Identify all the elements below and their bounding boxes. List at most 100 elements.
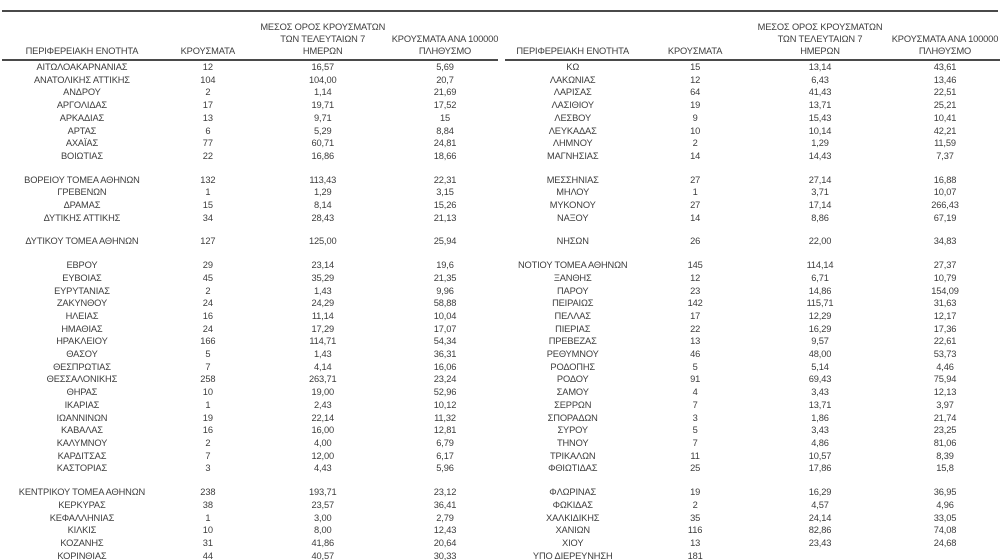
cases-cell: 64 [690,87,701,98]
per100k-column-header: ΚΡΟΥΣΜΑΤΑ ΑΝΑ 100000 ΠΛΗΘΥΣΜΟ [889,12,1000,61]
per100k-cell: 53,73 [933,349,957,360]
table-row: ΑΡΤΑΣ 6 5,29 8,84 [2,125,498,138]
avg7-cell: 1,14 [313,87,332,98]
cases-cell: 12 [202,62,213,72]
region-cell: ΛΑΡΙΣΑΣ [553,87,592,98]
table-header: ΠΕΡΙΦΕΡΕΙΑΚΗ ΕΝΟΤΗΤΑ ΚΡΟΥΣΜΑΤΑ ΜΕΣΟΣ ΟΡΟΣ … [505,12,1000,61]
per100k-cell: 24,81 [433,138,457,149]
region-cell: ΘΕΣΠΡΩΤΙΑΣ [53,361,111,372]
avg7-cell: 14,43 [808,150,832,161]
cases-cell: 116 [687,525,703,536]
cases-table-right: ΠΕΡΙΦΕΡΕΙΑΚΗ ΕΝΟΤΗΤΑ ΚΡΟΥΣΜΑΤΑ ΜΕΣΟΣ ΟΡΟΣ … [505,12,1000,560]
avg7-cell: 104,00 [308,74,337,85]
per100k-cell: 17,52 [433,100,457,111]
avg7-cell: 11,14 [311,310,334,321]
region-cell: ΜΕΣΣΗΝΙΑΣ [546,174,599,185]
table-row: ΣΥΡΟΥ 5 3,43 23,25 [505,424,1000,437]
per100k-cell: 16,88 [933,174,957,185]
per100k-cell: 9,96 [436,285,454,296]
cases-table-left: ΠΕΡΙΦΕΡΕΙΑΚΗ ΕΝΟΤΗΤΑ ΚΡΟΥΣΜΑΤΑ ΜΕΣΟΣ ΟΡΟΣ … [2,12,498,560]
per100k-cell: 25,21 [933,100,957,111]
cases-cell: 24 [202,323,213,334]
avg7-cell: 2,43 [313,399,332,410]
per100k-cell: 266,43 [931,200,959,211]
avg7-cell: 8,14 [313,200,332,211]
region-cell: ΚΑΡΔΙΤΣΑΣ [57,450,107,461]
section-gap [505,163,1000,174]
avg7-cell: 1,86 [811,412,829,423]
per100k-cell: 23,24 [433,374,457,385]
avg7-cell: 28,43 [311,212,334,223]
avg7-column-header: ΜΕΣΟΣ ΟΡΟΣ ΚΡΟΥΣΜΑΤΩΝ ΤΩΝ ΤΕΛΕΥΤΑΙΩΝ 7 ΗΜΕ… [253,12,392,61]
region-cell: ΧΙΟΥ [562,537,584,548]
avg7-cell: 5,29 [313,125,332,136]
avg7-cell: 114,14 [806,260,834,271]
cases-cell: 15 [690,62,701,72]
table-row: ΠΑΡΟΥ 23 14,86 154,09 [505,285,1000,298]
region-cell: ΠΡΕΒΕΖΑΣ [548,336,597,347]
avg7-column-header: ΜΕΣΟΣ ΟΡΟΣ ΚΡΟΥΣΜΑΤΩΝ ΤΩΝ ΤΕΛΕΥΤΑΙΩΝ 7 ΗΜΕ… [750,12,890,61]
per100k-cell: 67,19 [933,212,957,223]
cases-cell: 7 [692,399,698,410]
table-row: ΡΕΘΥΜΝΟΥ 46 48,00 53,73 [505,348,1000,361]
per100k-cell: 2,79 [436,512,454,523]
cases-cell: 34 [202,212,213,223]
table-row: ΚΑΣΤΟΡΙΑΣ 3 4,43 5,96 [2,462,498,475]
region-cell: ΔΥΤΙΚΟΥ ΤΟΜΕΑ ΑΘΗΝΩΝ [25,236,139,247]
avg7-cell: 14,86 [808,285,832,296]
section-gap-cell [505,475,1000,486]
per100k-cell: 75,94 [933,374,957,385]
per100k-cell: 21,74 [933,412,957,423]
cases-cell: 14 [690,150,701,161]
avg7-cell: 16,29 [808,323,832,334]
per100k-cell [890,550,1000,560]
region-cell: ΠΙΕΡΙΑΣ [555,323,591,334]
cases-cell: 1 [205,187,211,198]
table-row: ΛΑΡΙΣΑΣ 64 41,43 22,51 [505,86,1000,99]
avg7-cell: 12,00 [311,450,334,461]
cases-cell: 14 [690,212,701,223]
cases-cell: 7 [692,437,698,448]
cases-column-header: ΚΡΟΥΣΜΑΤΑ [640,12,751,61]
cases-cell: 10 [202,387,213,398]
region-cell: ΚΟΖΑΝΗΣ [60,537,104,548]
per100k-cell: 34,83 [933,236,957,247]
cases-cell: 22 [690,323,701,334]
per100k-cell: 33,05 [933,512,957,523]
avg7-cell: 27,14 [808,174,832,185]
table-row: ΕΒΡΟΥ 29 23,14 19,6 [2,259,498,272]
cases-cell: 13 [690,537,701,548]
per100k-header-line: ΠΛΗΘΥΣΜΟ [918,46,972,56]
cases-cell: 1 [205,399,211,410]
per100k-cell: 5,69 [436,62,454,72]
table-row: ΡΟΔΟΠΗΣ 5 5,14 4,46 [505,361,1000,374]
region-header-line: ΠΕΡΙΦΕΡΕΙΑΚΗ ΕΝΟΤΗΤΑ [25,46,139,56]
tables-container: ΠΕΡΙΦΕΡΕΙΑΚΗ ΕΝΟΤΗΤΑ ΚΡΟΥΣΜΑΤΑ ΜΕΣΟΣ ΟΡΟΣ … [2,12,1000,560]
region-cell: ΒΟΡΕΙΟΥ ΤΟΜΕΑ ΑΘΗΝΩΝ [24,174,140,185]
avg7-cell: 4,43 [313,463,332,474]
per100k-cell: 15,26 [433,200,457,211]
region-cell: ΔΥΤΙΚΗΣ ΑΤΤΙΚΗΣ [43,212,121,223]
table-row: ΛΑΚΩΝΙΑΣ 12 6,43 13,46 [505,74,1000,87]
avg7-cell: 3,43 [811,387,829,398]
cases-cell: 166 [200,336,216,347]
per100k-cell: 81,06 [933,437,957,448]
region-cell: ΣΠΟΡΑΔΩΝ [547,412,598,423]
avg7-cell: 115,71 [806,298,834,309]
per100k-cell: 21,13 [433,212,457,223]
per100k-cell: 8,84 [436,125,454,136]
avg7-header-line: ΤΩΝ ΤΕΛΕΥΤΑΙΩΝ 7 [777,34,863,44]
region-cell: ΛΑΚΩΝΙΑΣ [549,74,596,85]
region-cell: ΜΑΓΝΗΣΙΑΣ [547,150,599,161]
avg7-cell: 48,00 [808,349,832,360]
table-row: ΛΕΥΚΑΔΑΣ 10 10,14 42,21 [505,125,1000,138]
avg7-cell: 23,57 [311,499,334,510]
per100k-cell: 7,37 [936,150,954,161]
table-body: ΑΙΤΩΛΟΑΚΑΡΝΑΝΙΑΣ 12 16,57 5,69 ΑΝΑΤΟΛΙΚΗΣ ΑΤ… [2,60,498,560]
cases-cell: 19 [690,100,701,111]
section-gap-cell [2,475,498,486]
avg7-cell: 17,29 [311,323,334,334]
region-header-line: ΠΕΡΙΦΕΡΕΙΑΚΗ ΕΝΟΤΗΤΑ [516,46,630,56]
table-row: ΦΩΚΙΔΑΣ 2 4,57 4,96 [505,499,1000,512]
avg7-cell: 82,86 [808,525,832,536]
